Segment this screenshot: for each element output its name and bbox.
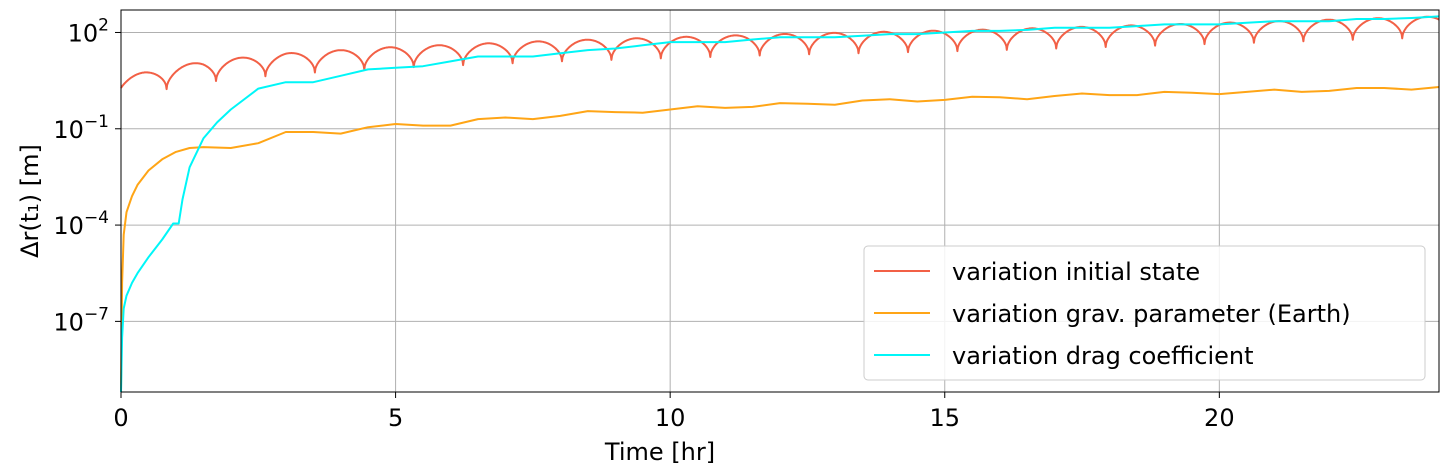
x-axis: 0 5 10 15 20 bbox=[113, 392, 1235, 432]
y-tick-label: 10−7 bbox=[53, 304, 109, 336]
legend-label: variation grav. parameter (Earth) bbox=[952, 300, 1351, 328]
series-line-3 bbox=[120, 15, 1440, 393]
legend-label: variation initial state bbox=[952, 258, 1200, 286]
x-tick-label: 20 bbox=[1204, 404, 1235, 432]
x-tick-label: 15 bbox=[929, 404, 960, 432]
plot-frame bbox=[120, 9, 1440, 393]
y-tick-label: 10−4 bbox=[53, 208, 109, 240]
x-tick-label: 10 bbox=[655, 404, 686, 432]
legend-box bbox=[863, 245, 1426, 381]
series-layer bbox=[120, 15, 1440, 393]
x-tick-label: 5 bbox=[388, 404, 403, 432]
x-axis-label: Time [hr] bbox=[604, 438, 715, 466]
y-axis-label: Δr(t₁) [m] bbox=[16, 144, 44, 258]
legend: variation initial state variation grav. p… bbox=[863, 245, 1426, 381]
legend-label: variation drag coefficient bbox=[952, 342, 1254, 370]
y-tick-label: 10−1 bbox=[53, 112, 109, 144]
y-axis: 102 10−1 10−4 10−7 bbox=[53, 15, 121, 336]
series-line-2 bbox=[120, 86, 1440, 393]
y-tick-label: 102 bbox=[68, 15, 109, 47]
x-tick-label: 0 bbox=[113, 404, 128, 432]
series-line-1 bbox=[120, 15, 1440, 91]
